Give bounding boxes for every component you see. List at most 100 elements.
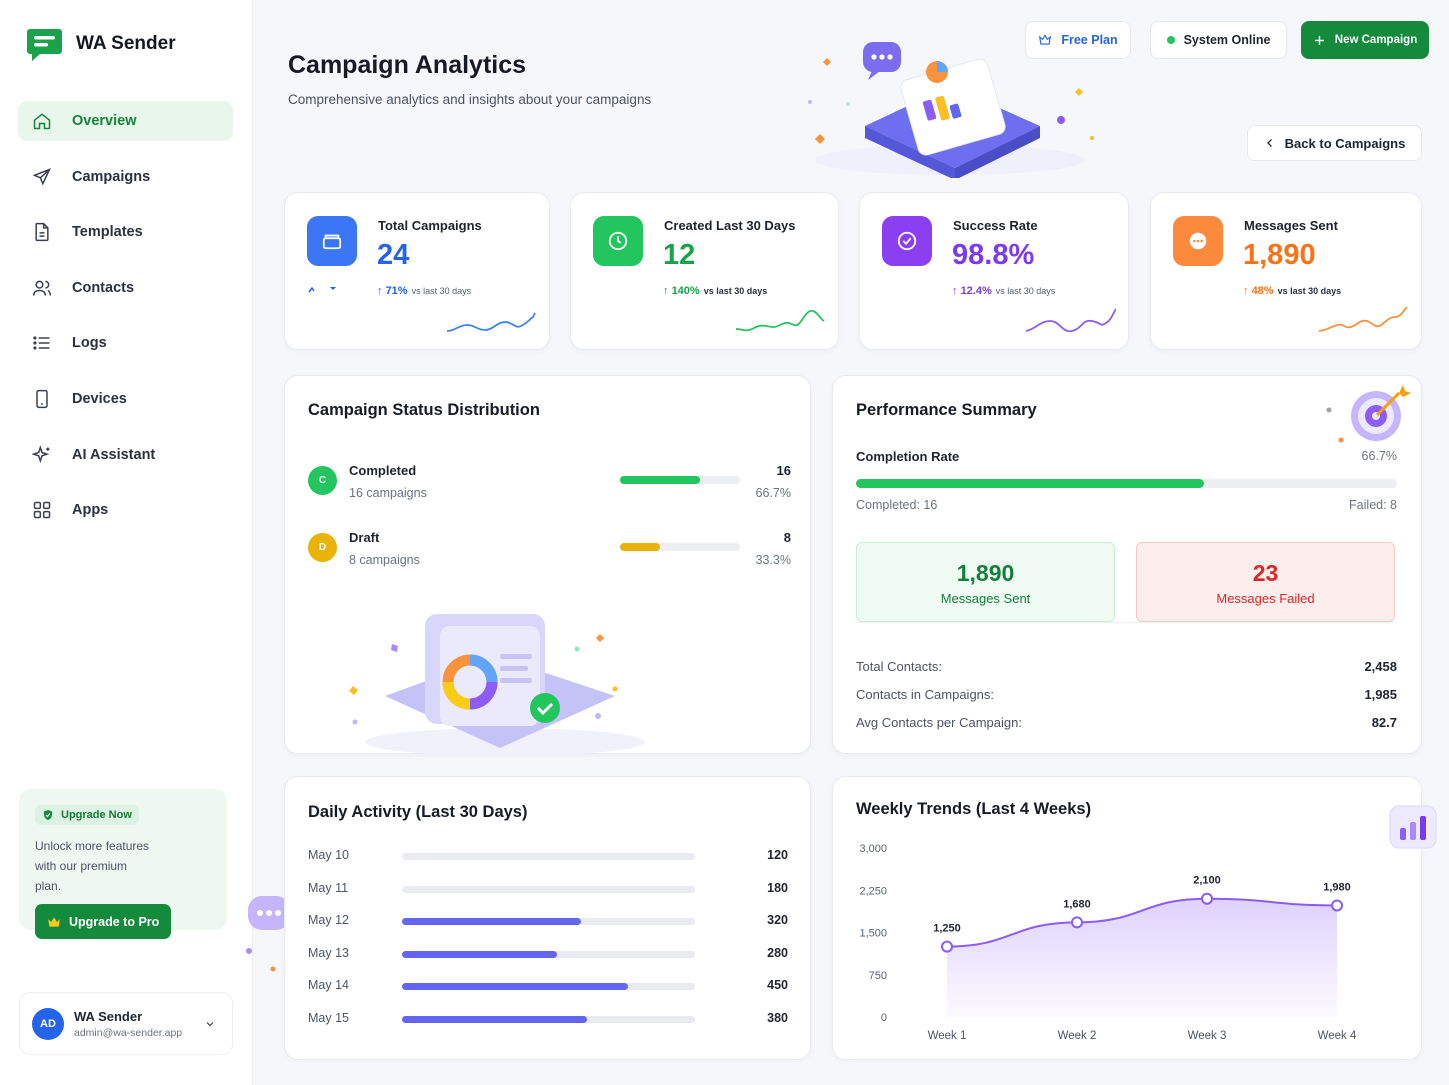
day-value: 280 [767, 945, 788, 960]
status-distribution-card: Campaign Status Distribution C Completed… [284, 375, 811, 754]
data-label: 1,980 [1323, 881, 1351, 893]
stat-card-messages-sent: Messages Sent 1,890 ↑ 48% vs last 30 days [1150, 192, 1422, 350]
daily-activity-card: Daily Activity (Last 30 Days) May 10 120 M… [284, 776, 811, 1060]
stat-change-value: 12.4% [960, 285, 992, 297]
crown-icon [48, 916, 60, 927]
sidebar-nav: Overview Campaigns Templates Contacts Lo… [18, 101, 233, 546]
series-line [946, 897, 1338, 948]
weekly-trends-chart: 3,000 2,250 1,500 750 0 1,250 Week 1 1,680 Week … [859, 843, 1357, 1042]
data-label: 1,250 [933, 923, 961, 935]
stat-vs-label: vs last 30 days [995, 286, 1056, 296]
check-circle-icon [882, 216, 932, 266]
series-area [947, 898, 1337, 1017]
sidebar-item-label: Devices [72, 390, 127, 407]
status-count: 8 [783, 530, 791, 545]
donut-chart-illustration-icon [349, 614, 645, 754]
status-name: Completed [349, 463, 417, 478]
day-bar-track [402, 918, 695, 926]
sparkline-chart [1025, 308, 1116, 333]
upgrade-badge: Upgrade Now [35, 805, 139, 825]
list-item: C Completed 16 campaigns 16 66.7% [308, 463, 791, 503]
user-menu[interactable]: AD WA Sender admin@wa-sender.app [19, 992, 233, 1055]
upgrade-to-pro-button[interactable]: Upgrade to Pro [35, 904, 172, 939]
weekly-trends-card: Weekly Trends (Last 4 Weeks) 3,000 2,250 1… [832, 776, 1437, 1060]
section-title: Daily Activity (Last 30 Days) [308, 803, 528, 821]
day-bar-track [402, 950, 695, 958]
stat-vs-label: vs last 30 days [1277, 286, 1342, 296]
sidebar-item-devices[interactable]: Devices [18, 379, 233, 419]
stat-card-created-last-30-days: Created Last 30 Days 12 ↑ 140% vs last 30… [570, 192, 839, 350]
day-date: May 15 [308, 1011, 349, 1025]
sidebar-item-label: Apps [72, 502, 109, 519]
completion-progress-fill [856, 479, 1205, 488]
day-value: 380 [767, 1011, 788, 1025]
stat-value: 24 [377, 239, 410, 271]
bar-chart-decoration-icon [1389, 805, 1437, 849]
sidebar-item-apps[interactable]: Apps [18, 490, 233, 530]
stat-change-value: 48% [1251, 285, 1274, 297]
performance-summary-card: Performance Summary Completion Rate 66.7… [832, 375, 1422, 754]
table-row: May 14 450 [308, 978, 788, 998]
sidebar-item-overview[interactable]: Overview [18, 101, 233, 141]
page-subtitle: Comprehensive analytics and insights abo… [288, 92, 652, 107]
stat-change-value: 140% [671, 285, 700, 297]
data-label: 2,100 [1193, 875, 1221, 887]
free-plan-label: Free Plan [1061, 33, 1118, 47]
failed-count: Failed: 8 [1349, 498, 1397, 512]
sidebar-item-templates[interactable]: Templates [18, 212, 233, 252]
avatar: AD [32, 1007, 64, 1040]
table-row: May 11 180 [308, 881, 788, 901]
x-tick-label: Week 3 [1188, 1030, 1227, 1042]
page-title: Campaign Analytics [288, 51, 527, 79]
list-item: D Draft 8 campaigns 8 33.3% [308, 530, 791, 570]
clock-icon [593, 216, 643, 266]
stat-label: Total Campaigns [378, 218, 482, 233]
section-title: Performance Summary [856, 401, 1037, 419]
stat-row-value: 1,985 [1364, 687, 1397, 702]
user-email: admin@wa-sender.app [74, 1026, 183, 1039]
y-tick-label: 0 [881, 1012, 887, 1024]
stat-row-label: Total Contacts: [856, 659, 942, 674]
day-date: May 14 [308, 978, 349, 993]
day-bar-fill [402, 950, 558, 958]
day-bar-track [402, 853, 695, 860]
section-title: Campaign Status Distribution [308, 401, 540, 419]
stat-change: ↑ 48% vs last 30 days [1243, 285, 1342, 297]
progress-track [620, 543, 740, 551]
app-logo[interactable]: WA Sender [26, 26, 176, 62]
status-sub: 8 campaigns [349, 553, 420, 567]
new-campaign-button[interactable]: New Campaign [1301, 21, 1429, 59]
table-row: May 15 380 [308, 1011, 788, 1031]
data-label: 1,680 [1063, 898, 1091, 910]
y-tick-label: 750 [869, 970, 887, 982]
sidebar-item-campaigns[interactable]: Campaigns [18, 157, 233, 197]
data-point [1071, 916, 1083, 929]
sidebar-item-label: Campaigns [72, 168, 151, 185]
status-count: 16 [776, 463, 791, 478]
sparkline-chart [446, 312, 536, 332]
day-bar-track [402, 885, 695, 893]
stat-row-contacts-in-campaigns: Contacts in Campaigns: 1,985 [856, 687, 1397, 702]
phone-icon [36, 389, 48, 409]
progress-track [620, 476, 740, 484]
stat-value: 12 [663, 239, 696, 271]
day-date: May 12 [308, 913, 349, 928]
chevron-left-icon [1266, 139, 1272, 147]
sidebar-item-ai-assistant[interactable]: AI Assistant [18, 435, 233, 475]
sidebar-item-logs[interactable]: Logs [18, 323, 233, 363]
stat-change: ↑ 12.4% vs last 30 days [952, 285, 1056, 297]
sparkline-chart [1318, 306, 1408, 332]
sidebar-item-contacts[interactable]: Contacts [18, 268, 233, 308]
back-to-campaigns-button[interactable]: Back to Campaigns [1247, 125, 1422, 161]
stat-card-success-rate: Success Rate 98.8% ↑ 12.4% vs last 30 day… [859, 192, 1129, 350]
day-value: 450 [767, 978, 788, 993]
x-tick-label: Week 4 [1318, 1030, 1357, 1042]
free-plan-button[interactable]: Free Plan [1025, 21, 1131, 59]
chart-title: Weekly Trends (Last 4 Weeks) [856, 800, 1092, 818]
day-bar-fill [402, 983, 628, 991]
stat-label: Success Rate [953, 218, 1038, 233]
stat-change: ↑ 71% vs last 30 days [377, 285, 472, 297]
sparkle-icon [32, 444, 50, 463]
stack-icon [307, 216, 357, 266]
messages-failed-value: 23 [1252, 560, 1279, 586]
